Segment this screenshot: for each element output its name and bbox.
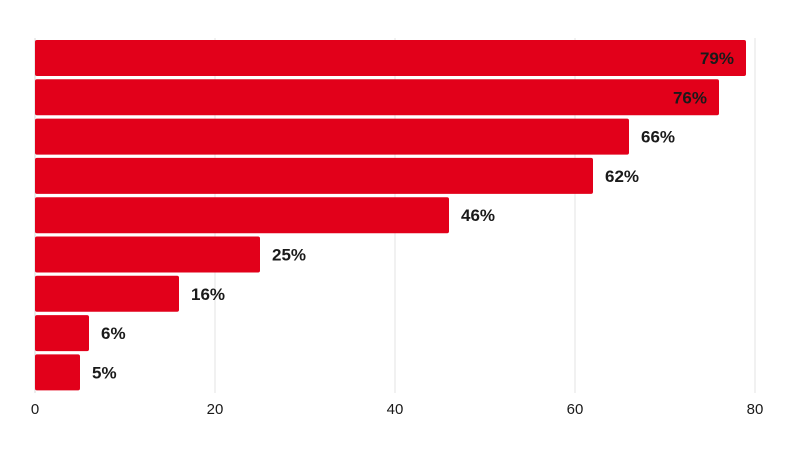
x-tick-label-0: 0 — [31, 401, 39, 418]
data-label-6: 25% — [272, 246, 306, 265]
bar-7 — [35, 275, 179, 312]
bar-2 — [35, 79, 719, 116]
bar-3 — [35, 118, 629, 155]
x-tick-label-40: 40 — [387, 401, 404, 418]
data-label-9: 5% — [92, 363, 117, 382]
x-tick-label-80: 80 — [747, 401, 764, 418]
bar-8 — [35, 315, 89, 352]
data-label-3: 66% — [641, 128, 675, 147]
data-labels: 79% 76% 66% 62% 46% 25% 16% 6% 5% — [92, 49, 734, 382]
bar-5 — [35, 197, 449, 234]
data-label-8: 6% — [101, 324, 126, 343]
data-label-7: 16% — [191, 285, 225, 304]
x-tick-label-20: 20 — [207, 401, 224, 418]
x-axis-ticks: 0 20 40 60 80 — [31, 401, 764, 418]
data-label-2: 76% — [673, 88, 707, 107]
data-label-4: 62% — [605, 167, 639, 186]
bar-1 — [35, 40, 746, 76]
bars — [35, 40, 746, 391]
bar-9 — [35, 354, 80, 391]
data-label-1: 79% — [700, 49, 734, 68]
bar-4 — [35, 157, 593, 194]
x-tick-label-60: 60 — [567, 401, 584, 418]
bar-6 — [35, 236, 260, 273]
data-label-5: 46% — [461, 206, 495, 225]
